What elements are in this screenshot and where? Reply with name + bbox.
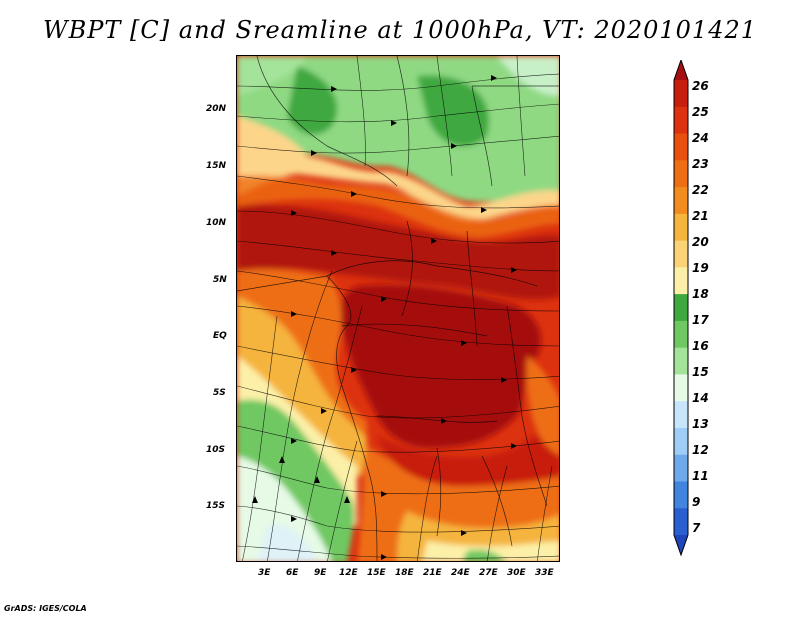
colorbar-segment bbox=[674, 267, 688, 295]
lon-label-18e: 18E bbox=[395, 568, 414, 578]
lon-label-3e: 3E bbox=[258, 568, 271, 578]
grads-credit: GrADS: IGES/COLA bbox=[4, 604, 87, 613]
colorbar-segment bbox=[674, 187, 688, 215]
colorbar-segment bbox=[674, 80, 688, 108]
lon-label-30e: 30E bbox=[507, 568, 526, 578]
southwest-pale bbox=[237, 456, 332, 561]
colorbar-segment bbox=[674, 347, 688, 375]
southern-red bbox=[377, 412, 559, 486]
cbar-label-15: 15 bbox=[692, 365, 709, 379]
cbar-label-19: 19 bbox=[692, 261, 709, 275]
cbar-label-13: 13 bbox=[692, 417, 709, 431]
colorbar-segment bbox=[674, 454, 688, 482]
sahara-pale-zone-west bbox=[237, 56, 307, 96]
cbar-label-9: 9 bbox=[692, 495, 701, 509]
colorbar-top-tip bbox=[674, 60, 688, 80]
cbar-label-25: 25 bbox=[692, 105, 709, 119]
lon-label-24e: 24E bbox=[451, 568, 470, 578]
cbar-label-24: 24 bbox=[692, 131, 709, 145]
cbar-label-21: 21 bbox=[692, 209, 709, 223]
cbar-label-12: 12 bbox=[692, 443, 709, 457]
colorbar-segment bbox=[674, 106, 688, 135]
colorbar-segment bbox=[674, 427, 688, 456]
sahel-orange-band bbox=[237, 175, 559, 238]
cbar-label-17: 17 bbox=[692, 313, 709, 327]
southern-yellow bbox=[422, 541, 559, 561]
congo-deep-red-core bbox=[340, 284, 541, 449]
colorbar-outline bbox=[673, 60, 689, 557]
cbar-label-7: 7 bbox=[692, 521, 701, 535]
colorbar-segment bbox=[674, 481, 688, 509]
colorbar-segment bbox=[674, 320, 688, 349]
streamlines bbox=[237, 56, 559, 561]
lat-label-10s: 10S bbox=[206, 445, 226, 455]
lon-label-9e: 9E bbox=[314, 568, 327, 578]
cbar-label-23: 23 bbox=[692, 157, 709, 171]
east-africa-orange bbox=[526, 356, 559, 456]
cbar-label-22: 22 bbox=[692, 183, 709, 197]
lon-label-33e: 33E bbox=[535, 568, 554, 578]
sahel-deep-red-core bbox=[237, 205, 559, 300]
lon-label-21e: 21E bbox=[423, 568, 442, 578]
lat-label-5n: 5N bbox=[213, 275, 227, 285]
lat-label-5s: 5S bbox=[213, 388, 226, 398]
lon-label-6e: 6E bbox=[286, 568, 299, 578]
cbar-label-16: 16 bbox=[692, 339, 709, 353]
cbar-label-11: 11 bbox=[692, 469, 709, 483]
lon-label-15e: 15E bbox=[367, 568, 386, 578]
lon-label-12e: 12E bbox=[339, 568, 358, 578]
colorbar bbox=[673, 60, 689, 557]
lat-label-15n: 15N bbox=[206, 161, 227, 171]
colorbar-segment bbox=[674, 133, 688, 161]
streamline-arrows bbox=[252, 75, 517, 560]
sahara-dark-green bbox=[287, 66, 338, 135]
cbar-label-20: 20 bbox=[692, 235, 709, 249]
cbar-label-18: 18 bbox=[692, 287, 709, 301]
colorbar-bottom-tip bbox=[674, 535, 688, 555]
colorbar-segment bbox=[674, 374, 688, 402]
colorbar-segment bbox=[674, 401, 688, 429]
wbpt-field bbox=[237, 56, 559, 561]
map-title: WBPT [C] and Sreamline at 1000hPa, VT: 2… bbox=[42, 16, 758, 44]
colorbar-segment bbox=[674, 160, 688, 188]
colorbar-segment bbox=[674, 240, 688, 268]
sahara-dark-green-east bbox=[417, 75, 489, 147]
colorbar-segment bbox=[674, 508, 688, 536]
colorbar-segment bbox=[674, 294, 688, 322]
cbar-label-14: 14 bbox=[692, 391, 709, 405]
sahel-yellow-band bbox=[237, 116, 559, 221]
cbar-label-26: 26 bbox=[692, 79, 709, 93]
lon-label-27e: 27E bbox=[479, 568, 498, 578]
lat-label-15s: 15S bbox=[206, 501, 226, 511]
lat-label-10n: 10N bbox=[206, 218, 227, 228]
colorbar-segment bbox=[674, 213, 688, 242]
southwest-pale-blue bbox=[257, 525, 317, 561]
country-borders bbox=[237, 56, 559, 561]
map-panel[interactable] bbox=[236, 55, 560, 562]
lat-label-20n: 20N bbox=[206, 104, 227, 114]
lat-label-eq: EQ bbox=[213, 331, 227, 341]
